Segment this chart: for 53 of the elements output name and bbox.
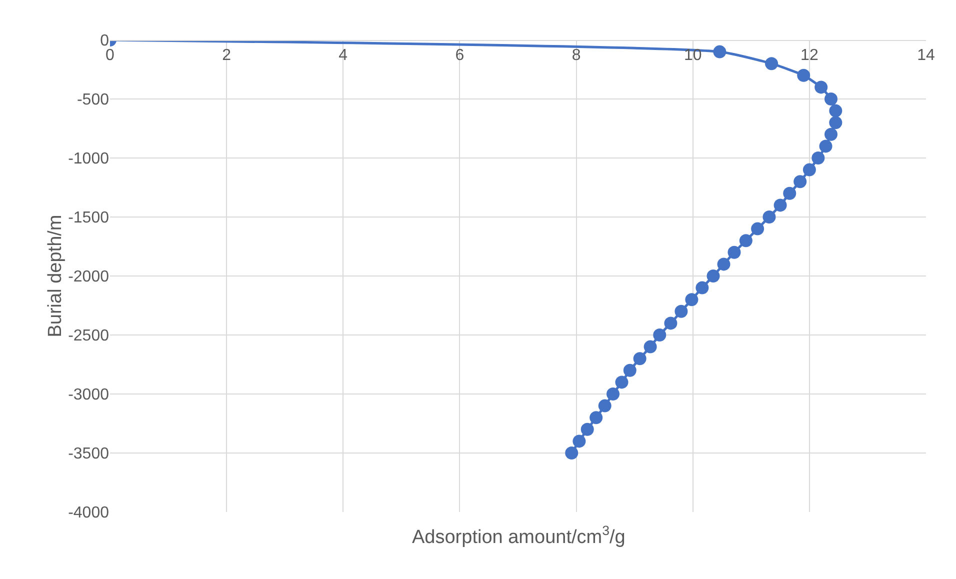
point [728, 246, 741, 259]
point [580, 422, 594, 436]
x-tick-label: 8 [572, 47, 581, 64]
y-tick-label: -2500 [68, 328, 110, 345]
y-tick-label: -500 [76, 92, 110, 109]
point [598, 399, 612, 412]
x-tick-label: 6 [455, 47, 464, 64]
point [696, 281, 709, 294]
y-tick-label: -1500 [68, 210, 110, 227]
y-tick-label: -1000 [68, 150, 110, 168]
point [713, 45, 726, 58]
point [774, 198, 787, 212]
point [765, 57, 778, 70]
point [664, 316, 678, 330]
y-tick-label: -2000 [68, 268, 110, 286]
point [814, 80, 828, 94]
point [706, 270, 720, 282]
point [751, 222, 764, 236]
point [812, 152, 825, 164]
point [802, 163, 816, 176]
y-tick-label: -4000 [68, 504, 110, 522]
point [633, 352, 646, 366]
point [762, 210, 776, 224]
point [717, 258, 730, 271]
point [797, 68, 810, 82]
point [653, 328, 666, 342]
point [572, 434, 586, 448]
point [644, 340, 657, 354]
y-tick-label: 0 [100, 32, 110, 50]
point [819, 140, 832, 153]
point [685, 293, 698, 306]
point [565, 446, 578, 460]
point [739, 234, 752, 248]
point [623, 364, 636, 377]
x-axis-title: Adsorption amount/cm$^{3}$/g [412, 523, 626, 548]
point [590, 411, 603, 424]
x-tick-label: 2 [222, 47, 232, 64]
point [829, 116, 842, 130]
point [674, 304, 688, 318]
point [783, 186, 796, 200]
point [615, 376, 628, 389]
point [829, 104, 842, 118]
point [824, 92, 838, 106]
y-axis-title: Burial depth/m [45, 214, 66, 338]
point [794, 175, 807, 188]
x-tick-label: 10 [684, 47, 702, 64]
x-tick-label: 14 [917, 47, 935, 64]
x-tick-label: 12 [800, 47, 818, 64]
x-tick-label: 4 [338, 47, 348, 64]
y-tick-label: -3500 [68, 446, 110, 463]
y-tick-label: -3000 [68, 386, 110, 404]
point [824, 128, 838, 141]
point [606, 388, 620, 400]
